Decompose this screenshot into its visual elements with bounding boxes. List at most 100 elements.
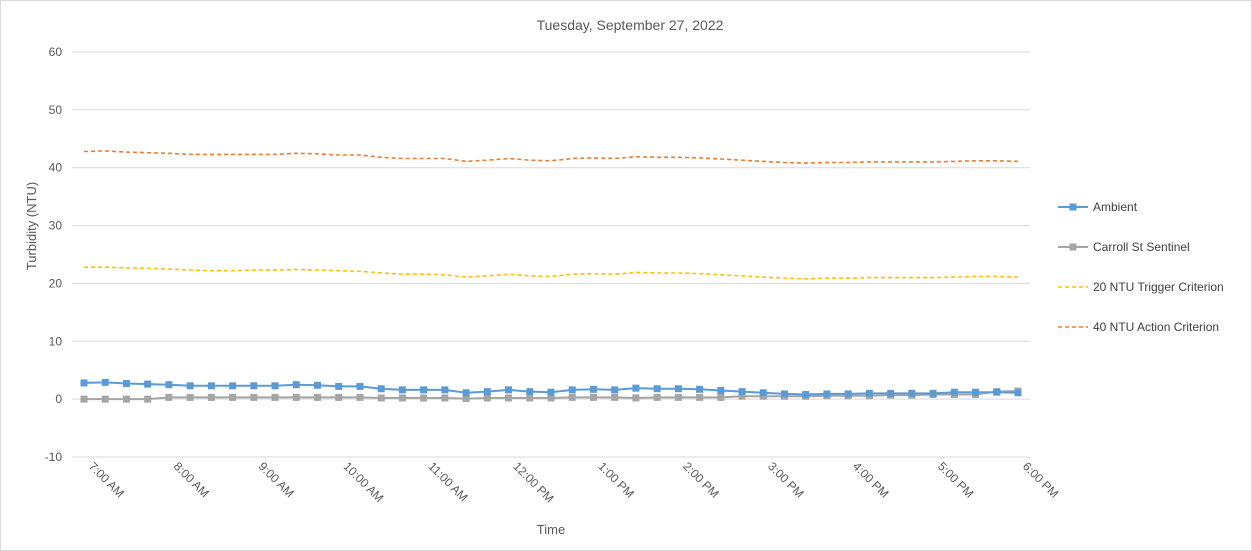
data-point [101, 378, 109, 386]
data-point [80, 395, 88, 403]
data-point [526, 388, 534, 396]
data-point [122, 380, 130, 388]
data-point [292, 381, 300, 389]
data-point [398, 394, 406, 402]
y-axis-ticks: -10 0 10 20 30 40 50 60 [45, 45, 63, 464]
data-point [505, 394, 513, 402]
data-point [674, 385, 682, 393]
data-point [398, 386, 406, 394]
data-point [165, 381, 173, 389]
data-point [632, 384, 640, 392]
data-point [589, 385, 597, 393]
y-axis-title: Turbidity (NTU) [24, 182, 39, 270]
data-point [462, 395, 470, 403]
data-point [568, 393, 576, 401]
legend: Ambient Carroll St Sentinel 20 NTU Trigger… [1058, 200, 1224, 334]
data-point [653, 393, 661, 401]
data-point [144, 380, 152, 388]
data-point [568, 386, 576, 394]
data-point [271, 393, 279, 401]
data-point [292, 393, 300, 401]
y-tick-label: 0 [55, 392, 62, 406]
data-point [547, 394, 555, 402]
data-point [823, 390, 831, 398]
data-point [802, 391, 810, 399]
data-point [526, 394, 534, 402]
data-point [314, 393, 321, 401]
data-point [781, 390, 788, 398]
legend-label: Ambient [1093, 200, 1138, 214]
chart-title: Tuesday, September 27, 2022 [537, 17, 724, 33]
x-axis-title: Time [537, 522, 565, 537]
data-point [441, 386, 449, 394]
data-point [356, 393, 364, 401]
data-point [420, 386, 428, 394]
data-point [101, 395, 109, 403]
data-point [908, 389, 916, 397]
data-point [759, 389, 767, 397]
data-point [186, 382, 194, 390]
y-tick-label: -10 [45, 450, 63, 464]
data-point [674, 393, 682, 401]
y-tick-label: 30 [49, 219, 63, 233]
data-point [865, 389, 873, 397]
series-line-3 [83, 150, 1019, 164]
data-point [950, 388, 958, 396]
data-point [632, 394, 640, 402]
data-point [377, 385, 385, 393]
y-tick-label: 20 [49, 276, 63, 290]
data-point [250, 382, 258, 390]
data-point [611, 393, 619, 401]
data-point [207, 393, 215, 401]
legend-marker [1069, 203, 1077, 211]
legend-label: 40 NTU Action Criterion [1093, 320, 1219, 334]
data-point [335, 382, 343, 390]
series-line-2 [84, 266, 1019, 280]
series-layer [80, 150, 1022, 403]
data-point [696, 385, 704, 393]
data-point [483, 388, 491, 396]
data-point [1014, 389, 1022, 397]
data-point [547, 388, 555, 396]
y-tick-label: 10 [49, 334, 63, 348]
data-point [717, 393, 725, 401]
y-tick-label: 60 [49, 45, 63, 59]
legend-label: 20 NTU Trigger Criterion [1093, 280, 1224, 294]
data-point [611, 386, 619, 394]
data-point [887, 389, 895, 397]
data-point [972, 388, 980, 396]
data-point [186, 393, 194, 401]
data-point [207, 382, 215, 390]
data-point [144, 395, 152, 403]
data-point [377, 394, 385, 402]
data-point [929, 389, 937, 397]
data-point [165, 393, 173, 401]
data-point [844, 390, 852, 398]
data-point [335, 393, 343, 401]
data-point [229, 393, 237, 401]
data-point [993, 388, 1001, 396]
data-point [122, 395, 130, 403]
data-point [314, 381, 321, 389]
data-point [441, 394, 449, 402]
data-point [696, 393, 704, 401]
data-point [271, 382, 279, 390]
data-point [483, 394, 491, 402]
data-point [653, 385, 661, 393]
data-point [738, 392, 746, 400]
legend-marker [1069, 243, 1077, 251]
data-point [738, 388, 746, 396]
y-tick-label: 40 [49, 161, 63, 175]
data-point [229, 382, 237, 390]
data-point [356, 382, 364, 390]
data-point [505, 386, 513, 394]
data-point [717, 386, 725, 394]
data-point [420, 394, 428, 402]
data-point [462, 389, 470, 397]
data-point [250, 393, 258, 401]
y-tick-label: 50 [49, 103, 63, 117]
legend-label: Carroll St Sentinel [1093, 240, 1190, 254]
